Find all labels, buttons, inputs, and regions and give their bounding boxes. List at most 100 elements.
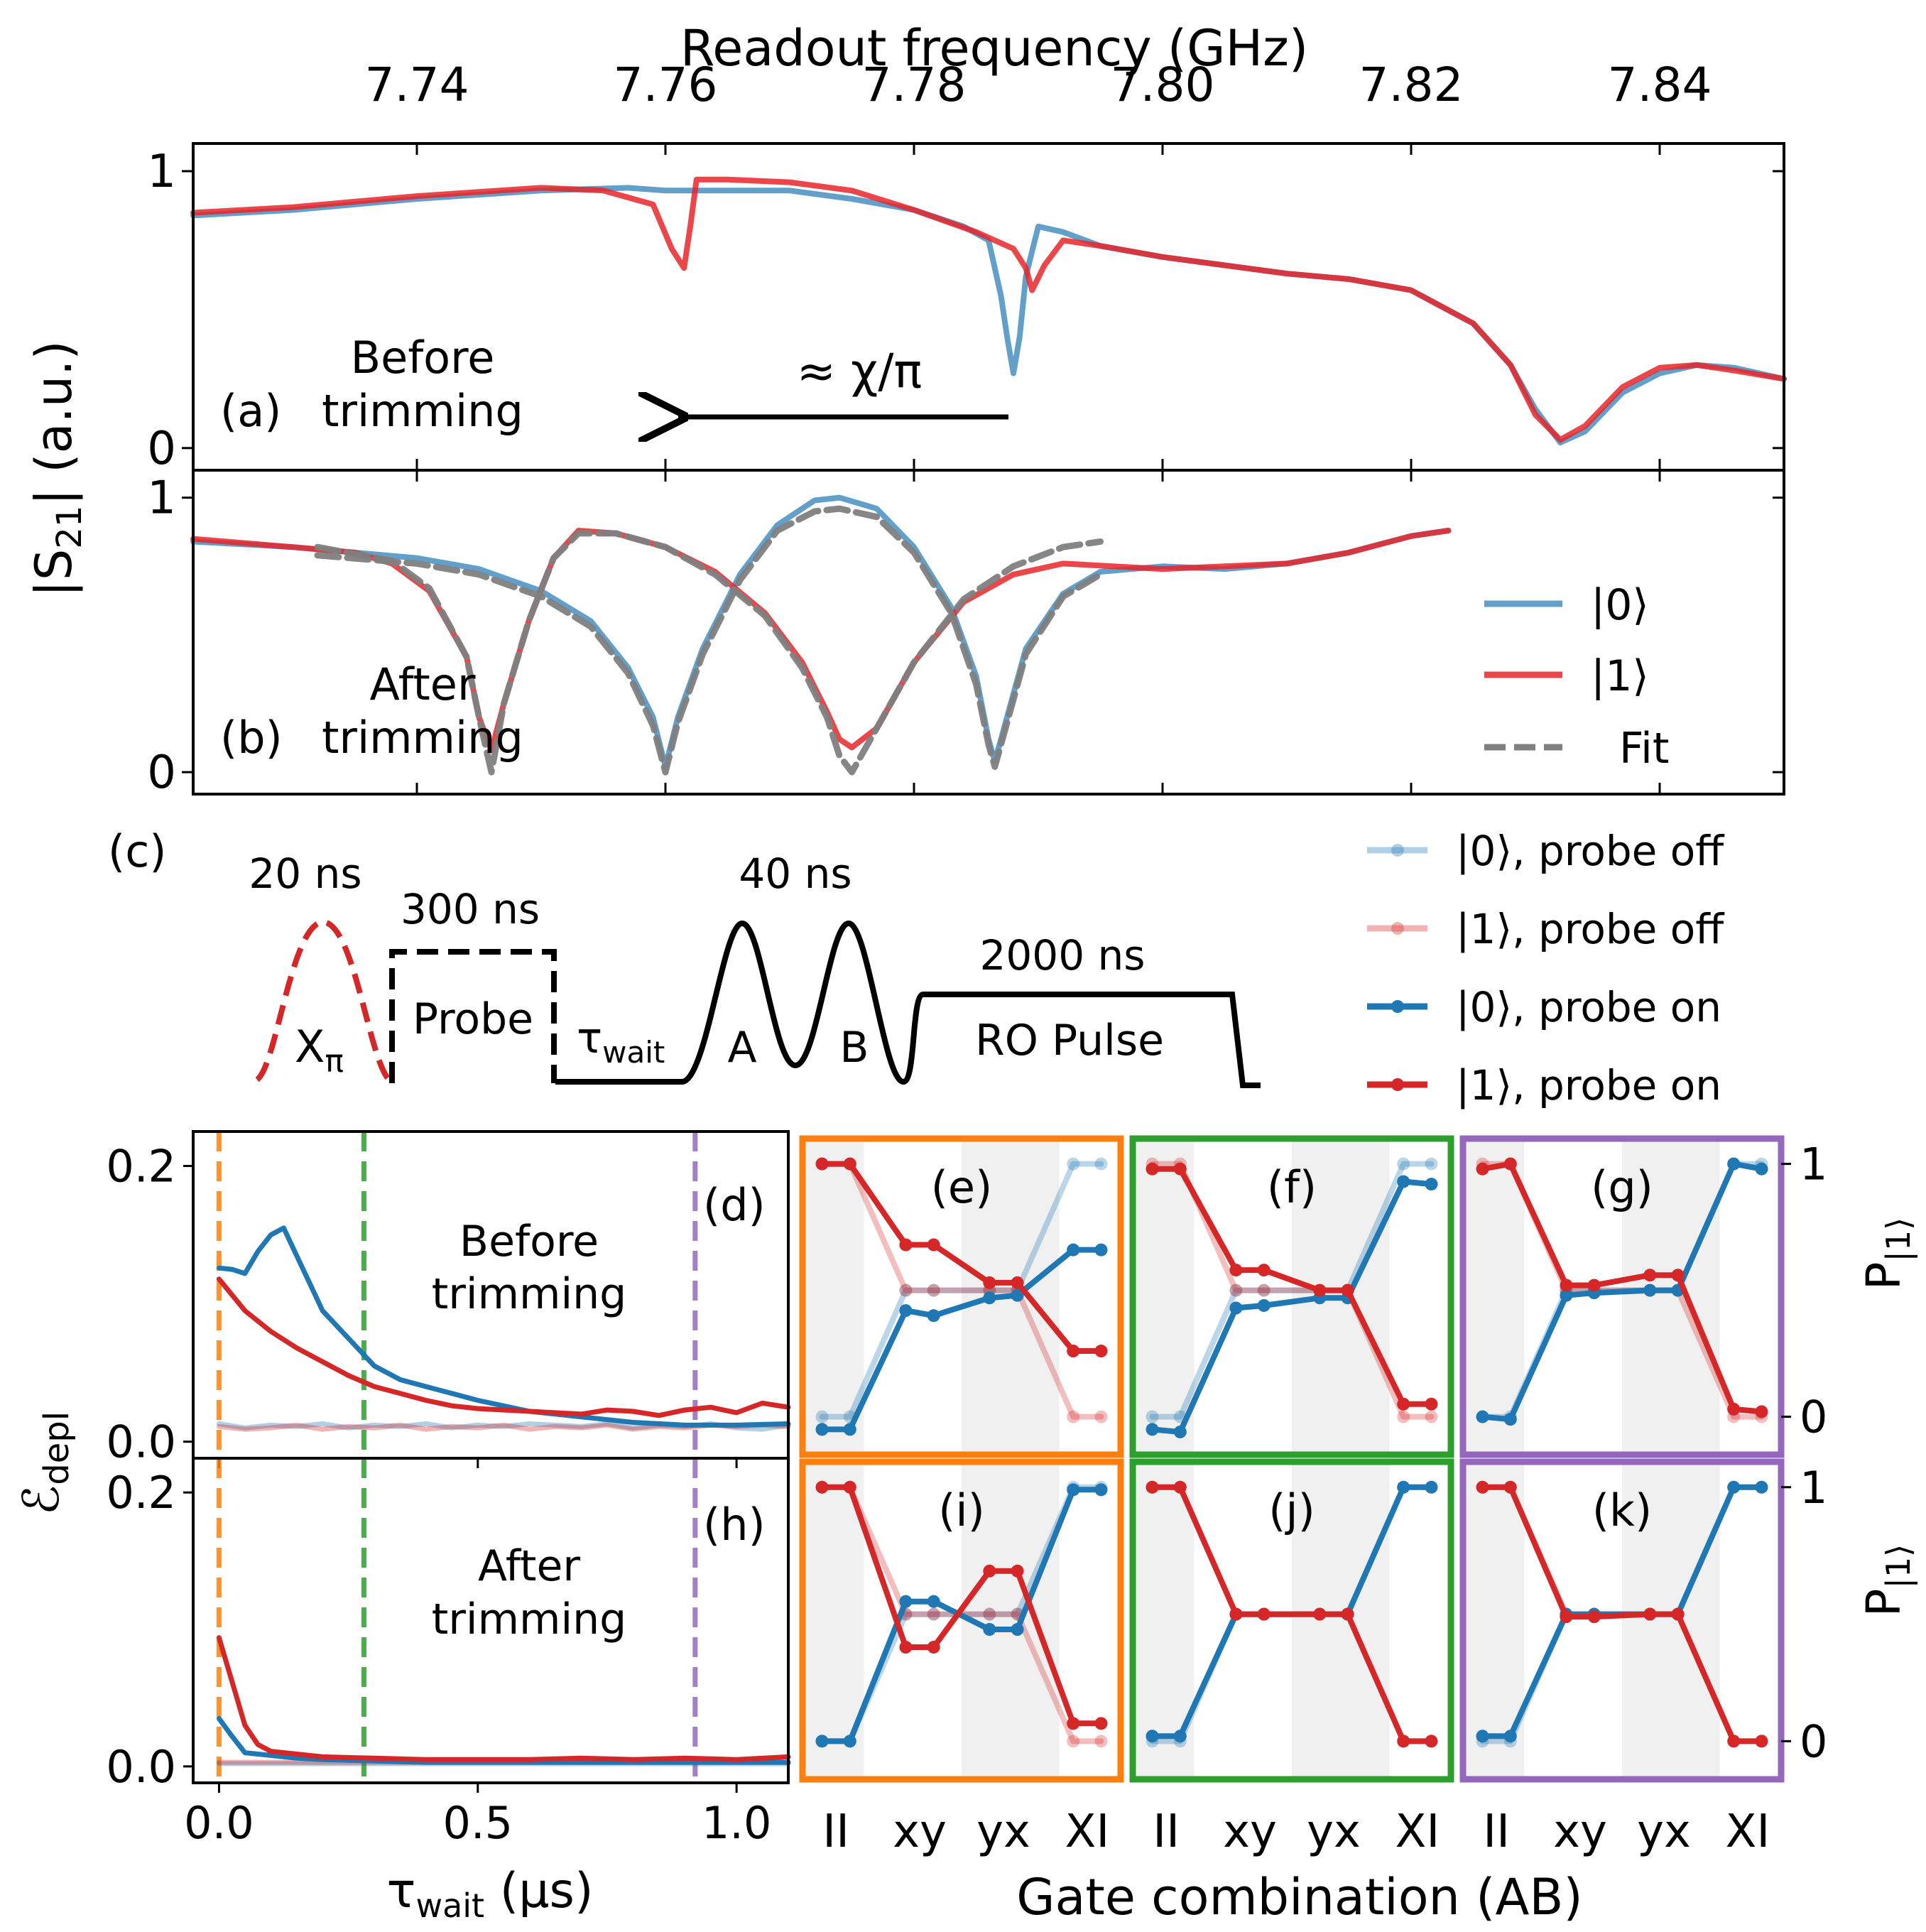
marker-|0⟩, probe on <box>1755 1480 1768 1494</box>
marker-|1⟩, probe on <box>1727 1402 1741 1416</box>
gate-tick-label: II <box>822 1806 849 1858</box>
gate-tick-label: XI <box>1725 1806 1770 1858</box>
marker-|1⟩, probe on <box>1397 1397 1410 1411</box>
marker-|1⟩, probe on <box>1503 1157 1517 1171</box>
marker-|1⟩, probe on <box>1229 1607 1243 1621</box>
ab-pulses <box>555 920 905 1085</box>
panel-h-line1: After <box>478 1541 580 1591</box>
legend-c-marker-0 <box>1391 844 1404 857</box>
ro-pulse <box>902 992 1261 1088</box>
series-|0⟩, probe on <box>819 1487 1104 1744</box>
marker-|0⟩, probe on <box>1503 1730 1517 1743</box>
marker-|1⟩, probe on <box>1755 1735 1768 1748</box>
series-|0⟩, probe on <box>819 1247 1104 1433</box>
panel-b-line1: After <box>370 658 476 710</box>
marker-|1⟩, probe on <box>1587 1610 1601 1624</box>
gate-panel-frame <box>1129 1458 1454 1783</box>
band-yx <box>1622 1139 1720 1455</box>
gate-tick-label: xy <box>893 1806 947 1858</box>
gate-tick-label: yx <box>976 1806 1030 1858</box>
p1-ylabel-bottom: P|1⟩ <box>1856 1544 1918 1617</box>
xpi-label: Xπ <box>295 1021 344 1080</box>
y-tick-label: 1 <box>147 146 176 198</box>
marker-|1⟩, probe on <box>1671 1607 1685 1621</box>
gate-tick-label: yx <box>1307 1806 1361 1858</box>
pulse-a-label: A <box>727 1023 756 1073</box>
x-tick-label: 7.76 <box>614 58 718 112</box>
legend-c-label-2: |0⟩, probe on <box>1456 983 1721 1031</box>
marker-|1⟩, probe on <box>1476 1162 1489 1176</box>
gate-panel-frame <box>1459 1458 1785 1783</box>
marker-|1⟩, probe off <box>1425 1410 1438 1423</box>
marker-|0⟩, probe off <box>1397 1157 1410 1171</box>
legend-c-label-1: |1⟩, probe off <box>1456 905 1725 953</box>
gate-panel-(i): (i) II xy yx XI <box>799 1458 1124 1858</box>
marker-|1⟩, probe off <box>1257 1284 1271 1297</box>
panel-b: 01 <box>147 469 1785 799</box>
marker-|0⟩, probe on <box>1011 1623 1024 1637</box>
marker-|1⟩, probe off <box>927 1607 940 1621</box>
x-tick-label: 1.0 <box>702 1797 772 1849</box>
y-tick-label: 0.2 <box>106 1467 176 1519</box>
marker-|0⟩, probe on <box>1476 1410 1489 1423</box>
marker-|1⟩, probe off <box>899 1284 913 1297</box>
marker-|1⟩, probe off <box>1229 1284 1243 1297</box>
series-|1⟩, probe on <box>216 1635 791 1762</box>
band-II <box>1133 1139 1195 1455</box>
marker-|1⟩, probe on <box>1587 1279 1601 1292</box>
marker-|0⟩, probe off <box>983 1607 996 1621</box>
marker-|0⟩, probe off <box>1067 1157 1080 1171</box>
x-tick-label: 7.74 <box>365 58 469 112</box>
series-|1⟩, probe on <box>216 1276 791 1418</box>
marker-|0⟩, probe on <box>843 1423 856 1436</box>
marker-|1⟩, probe on <box>1257 1607 1271 1621</box>
marker-|1⟩, probe on <box>1503 1480 1517 1494</box>
marker-|1⟩, probe off <box>1397 1410 1410 1423</box>
band-II <box>802 1139 864 1455</box>
panel-h-line2: trimming <box>432 1595 627 1644</box>
xpi-pulse <box>255 918 393 1084</box>
marker-|0⟩, probe on <box>815 1423 829 1436</box>
marker-|0⟩, probe on <box>1094 1243 1108 1257</box>
marker-|0⟩, probe on <box>983 1623 996 1637</box>
marker-|0⟩, probe off <box>1094 1157 1108 1171</box>
gate-panel-(k): (k) II xy yx XI 0 1 <box>1459 1458 1827 1858</box>
marker-|0⟩, probe on <box>1094 1483 1108 1497</box>
marker-|0⟩, probe off <box>1425 1157 1438 1171</box>
ro-label: RO Pulse <box>975 1016 1164 1065</box>
marker-|1⟩, probe on <box>1229 1264 1243 1277</box>
marker-|1⟩, probe on <box>1094 1345 1108 1358</box>
x-tick-label: 7.84 <box>1608 58 1712 112</box>
marker-|1⟩, probe on <box>815 1157 829 1171</box>
y-tick-label: 1 <box>1800 1462 1827 1514</box>
gate-tick-label: yx <box>1637 1806 1691 1858</box>
marker-|0⟩, probe off <box>1146 1410 1159 1423</box>
marker-|0⟩, probe off <box>899 1284 913 1297</box>
marker-|0⟩, probe off <box>927 1284 940 1297</box>
marker-|0⟩, probe on <box>1067 1243 1080 1257</box>
panel-b-line2: trimming <box>322 712 523 764</box>
panel-a-line2: trimming <box>322 385 523 437</box>
gate-panel-(f): (f) <box>1129 1135 1454 1458</box>
gate-panel-frame <box>799 1135 1124 1458</box>
marker-|1⟩, probe on <box>1671 1269 1685 1282</box>
marker-|1⟩, probe off <box>1094 1735 1108 1748</box>
t20-label: 20 ns <box>249 850 361 898</box>
y-tick-label: 0 <box>1800 1391 1827 1443</box>
marker-|1⟩, probe on <box>899 1238 913 1252</box>
gate-panel-frame <box>799 1458 1124 1783</box>
gate-panel-tag: (g) <box>1591 1161 1653 1213</box>
y-tick-label: 0 <box>1800 1715 1827 1767</box>
y-tick-label: 0 <box>147 747 176 799</box>
marker-|0⟩, probe on <box>1146 1730 1159 1743</box>
top-axis-title: Readout frequency (GHz) <box>680 19 1308 77</box>
chi-arrow-label: ≈ χ/π <box>797 344 922 398</box>
panel-c-tag: (c) <box>108 825 166 877</box>
gate-grid: (e) (f) (g)01(i)II xy yx XI(j)II xy yx XI(k)II xy… <box>799 1135 1827 1858</box>
gate-panel-tag: (f) <box>1267 1161 1317 1213</box>
marker-|0⟩, probe on <box>927 1309 940 1323</box>
legend-b-label-0: |0⟩ <box>1591 580 1649 630</box>
band-yx <box>1622 1462 1720 1779</box>
gate-panel-(e): (e) <box>799 1135 1124 1458</box>
marker-|1⟩, probe on <box>1011 1564 1024 1578</box>
